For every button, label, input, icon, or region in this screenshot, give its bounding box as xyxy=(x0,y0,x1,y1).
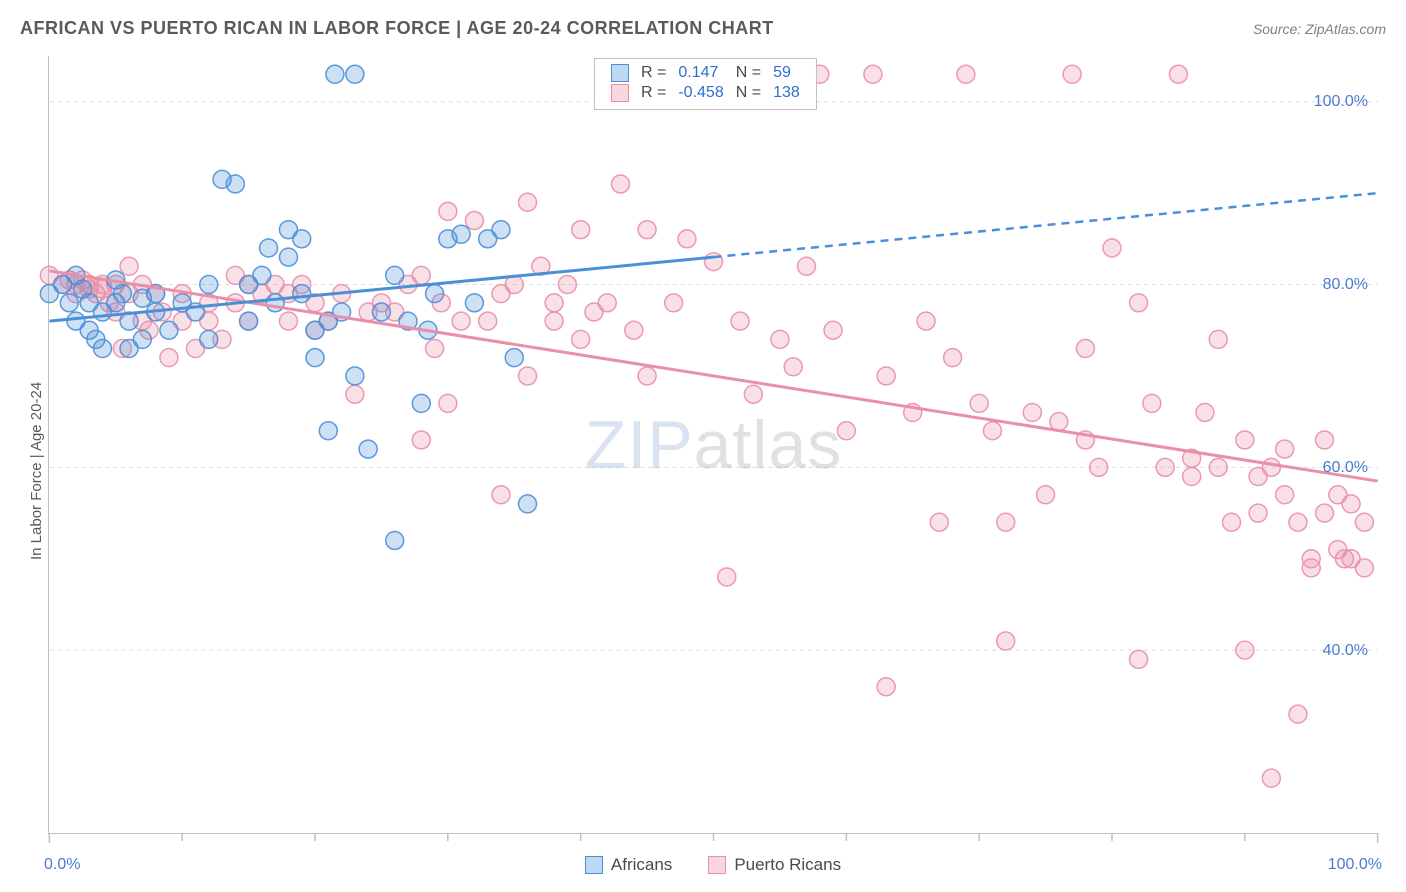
legend-item-africans: Africans xyxy=(585,855,672,875)
legend-item-puerto-ricans: Puerto Ricans xyxy=(708,855,841,875)
stats-row-puerto-ricans: R = -0.458 N = 138 xyxy=(605,83,806,103)
stats-legend: R = 0.147 N = 59 R = -0.458 N = 138 xyxy=(594,58,817,110)
stat-label-n: N = xyxy=(730,83,767,103)
africans-swatch-icon xyxy=(611,64,629,82)
africans-swatch-icon xyxy=(585,856,603,874)
stats-row-africans: R = 0.147 N = 59 xyxy=(605,63,806,83)
puerto-ricans-swatch-icon xyxy=(708,856,726,874)
legend-label-africans: Africans xyxy=(611,855,672,875)
y-axis-label: In Labor Force | Age 20-24 xyxy=(28,382,45,560)
puerto-ricans-swatch-icon xyxy=(611,84,629,102)
stat-label-r: R = xyxy=(635,83,672,103)
legend-label-puerto-ricans: Puerto Ricans xyxy=(734,855,841,875)
chart-container: AFRICAN VS PUERTO RICAN IN LABOR FORCE |… xyxy=(0,0,1406,892)
y-tick-60: 60.0% xyxy=(1323,459,1368,477)
title-bar: AFRICAN VS PUERTO RICAN IN LABOR FORCE |… xyxy=(20,18,1386,39)
puerto-ricans-n-value: 138 xyxy=(767,83,806,103)
y-tick-80: 80.0% xyxy=(1323,276,1368,294)
puerto-ricans-r-value: -0.458 xyxy=(672,83,729,103)
plot-svg xyxy=(49,56,1378,833)
chart-title: AFRICAN VS PUERTO RICAN IN LABOR FORCE |… xyxy=(20,18,774,39)
plot-area: ZIPatlas 40.0%60.0%80.0%100.0% R = 0.147… xyxy=(48,56,1378,834)
stat-label-n: N = xyxy=(730,63,767,83)
stat-label-r: R = xyxy=(635,63,672,83)
chart-source: Source: ZipAtlas.com xyxy=(1253,21,1386,37)
africans-n-value: 59 xyxy=(767,63,806,83)
y-tick-100: 100.0% xyxy=(1314,93,1368,111)
africans-r-value: 0.147 xyxy=(672,63,729,83)
series-legend: Africans Puerto Ricans xyxy=(48,855,1378,875)
y-tick-40: 40.0% xyxy=(1323,642,1368,660)
